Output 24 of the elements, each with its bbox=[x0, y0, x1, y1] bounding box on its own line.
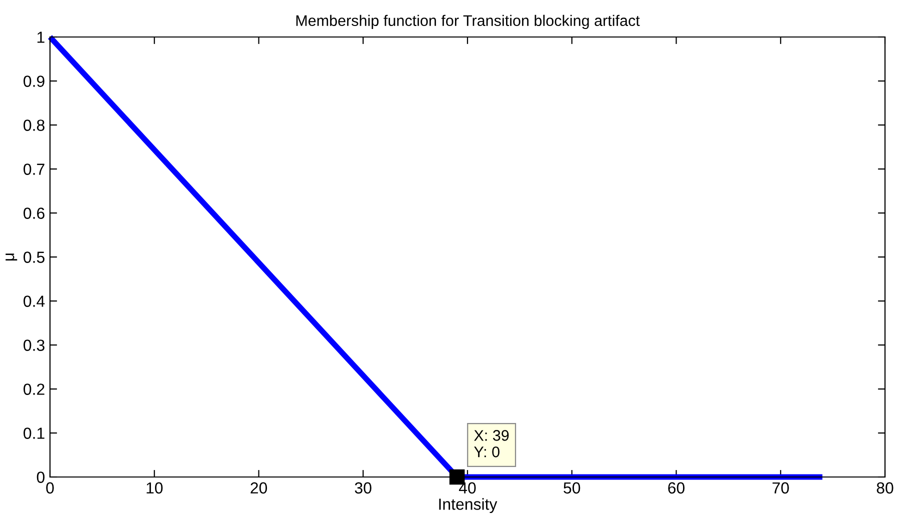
x-axis-title: Intensity bbox=[439, 498, 498, 514]
y-tick-label: 0.3 bbox=[24, 340, 44, 351]
y-tick-label: 0.5 bbox=[24, 252, 44, 263]
x-tick-label: 40 bbox=[458, 482, 476, 494]
x-tick-label: 50 bbox=[564, 482, 580, 494]
y-tick-label: 0.8 bbox=[24, 120, 44, 131]
x-tick-label: 80 bbox=[876, 482, 894, 494]
y-tick-label: 0.1 bbox=[24, 428, 44, 439]
y-tick-label: 0.9 bbox=[24, 76, 44, 87]
x-tick-label: 30 bbox=[354, 482, 372, 494]
x-tick-label: 70 bbox=[772, 482, 789, 494]
y-tick-label: 1 bbox=[37, 32, 44, 43]
y-tick-label: 0.4 bbox=[24, 296, 45, 307]
x-tick-label: 10 bbox=[146, 482, 163, 494]
x-tick-label: 0 bbox=[46, 482, 54, 494]
y-axis-title: μ bbox=[6, 254, 18, 261]
y-tick-label: 0 bbox=[36, 472, 45, 483]
annotation: X: 39 Y: 0 bbox=[474, 430, 509, 458]
x-tick-label: 60 bbox=[668, 482, 685, 494]
y-tick-label: 0.2 bbox=[24, 384, 44, 395]
chart-title: Membership function for Transition blocking artifact bbox=[296, 14, 640, 30]
x-tick-label: 20 bbox=[250, 482, 268, 494]
y-tick-label: 0.6 bbox=[24, 208, 44, 219]
y-tick-label: 0.7 bbox=[24, 164, 44, 175]
